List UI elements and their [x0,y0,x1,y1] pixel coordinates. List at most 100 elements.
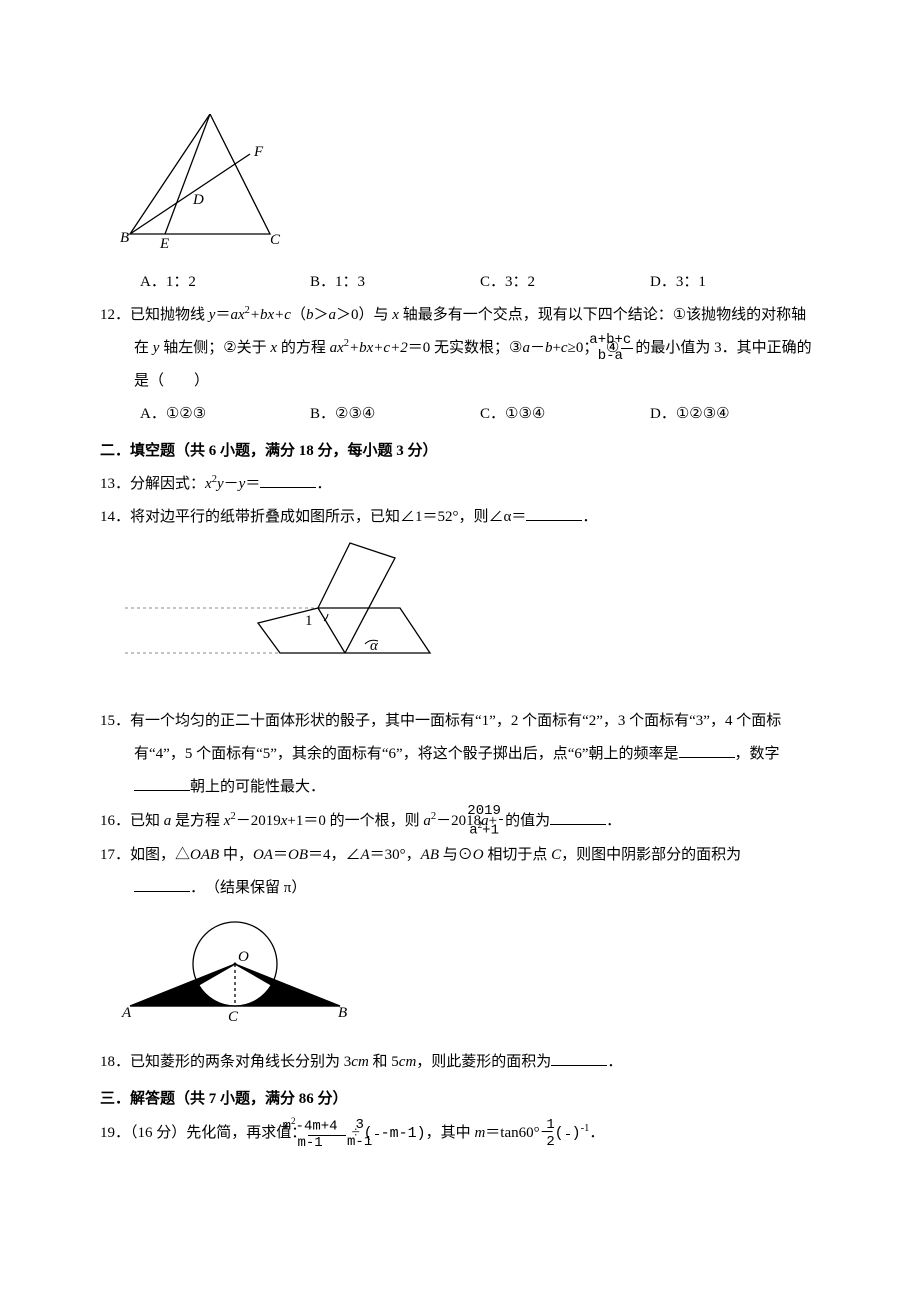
t: 与⊙ [439,847,473,863]
q14-figure: 1 α [120,538,820,701]
q11-options: A．1：2 B．1：3 C．3：2 D．3：1 [140,266,820,299]
opt-text: 1：2 [166,274,196,290]
svg-text:1: 1 [305,613,313,629]
fn: a+b+c [621,333,633,349]
t: ＝4，∠ [308,847,361,863]
q11-figure: A B E C D F [120,114,820,262]
f3: 12 [566,1118,570,1150]
oa: OA [253,847,273,863]
p: ． [316,476,331,492]
p: + [552,340,560,356]
m: m [283,1119,291,1135]
t: 将对边平行的纸带折叠成如图所示，已知∠1＝52°，则∠α＝ [130,509,526,525]
blank [551,1048,607,1066]
q12-opt-b: B．②③④ [310,398,480,431]
t: 是方程 [171,813,224,829]
blank [260,470,316,488]
section-2-title: 二．填空题（共 6 小题，满分 18 分，每小题 3 分） [100,435,820,468]
p: ． [589,1126,604,1142]
a: a [469,823,477,839]
opt-label: A． [140,274,166,290]
svg-text:A: A [207,114,218,116]
t: 轴最多有一个交点，现有以下四个结论： [399,307,673,323]
gt0: ＞0 [336,307,359,323]
q11-opt-a: A．1：2 [140,266,310,299]
r: +1 [482,823,499,839]
fn: 1 [566,1118,570,1134]
t: ＝0 无实数根； [408,340,509,356]
opt-text: ①③④ [505,406,545,422]
gt: ＞ [313,307,328,323]
fn: 2019 [499,804,503,820]
ge: ≥0； [568,340,591,356]
t: 的值为 [505,813,550,829]
t: +1＝0 的一个根，则 [287,813,423,829]
t: 已知菱形的两条对角线长分别为 3 [130,1054,351,1070]
opt-label: C． [480,406,505,422]
q12-opt-a: A．①②③ [140,398,310,431]
c3: ③ [509,340,522,356]
t: 关于 [237,340,271,356]
ax: ax [230,307,244,323]
c: c [561,340,568,356]
bxc: +bx+c [250,307,291,323]
fd: m-1 [375,1135,379,1150]
ab: AB [421,847,439,863]
t: ＝30°， [370,847,421,863]
pts: （16 分）先化简，再求值： [130,1126,306,1142]
t: 轴左侧； [159,340,223,356]
t: ，则图中阴影部分的面积为 [561,847,741,863]
pc: ) [572,1126,581,1143]
y: y [217,476,224,492]
blank [134,773,190,791]
bxc2: +bx+c+2 [349,340,408,356]
q19: 19．（16 分）先化简，再求值：m2-4m+4m-1 ÷ (3m-1-m-1)… [100,1116,820,1151]
opt-label: C． [480,274,505,290]
num: 17． [100,847,130,863]
t: 的方程 [277,340,330,356]
opt-text: 3：2 [505,274,535,290]
opt-label: D． [650,274,676,290]
frac: a+b+cb-a [621,333,633,365]
t: 朝上的可能性最大． [190,779,325,795]
q18: 18．已知菱形的两条对角线长分别为 3cm 和 5cm，则此菱形的面积为． [100,1046,820,1079]
fd: a2+1 [499,820,503,839]
section-3-title: 三．解答题（共 7 小题，满分 86 分） [100,1083,820,1116]
opt-label: A． [140,406,166,422]
po: （ [291,307,306,323]
cm: cm [351,1054,369,1070]
svg-text:C: C [228,1009,239,1025]
q11-opt-c: C．3：2 [480,266,650,299]
oab: OAB [190,847,219,863]
svg-text:O: O [238,949,249,965]
fd: 2 [566,1135,570,1150]
num: 16． [100,813,130,829]
t: ，数字 [735,746,780,762]
svg-text:E: E [159,236,169,249]
x: x [205,476,212,492]
opt-text: ①②③④ [676,406,730,422]
eq: ＝ [273,847,288,863]
opt-text: 1：3 [335,274,365,290]
blank [134,874,190,892]
q12-opt-d: D．①②③④ [650,398,820,431]
a: a [423,813,431,829]
f1: m2-4m+4m-1 [308,1116,346,1151]
q11-opt-b: B．1：3 [310,266,480,299]
r: -4m+4 [296,1119,338,1135]
t: 如图，△ [130,847,190,863]
blank [550,807,606,825]
svg-text:B: B [120,230,129,246]
m: － [530,340,545,356]
f2: 3m-1 [375,1118,379,1150]
opt-label: D． [650,406,676,422]
q17-figure: A B O C [120,909,820,1042]
blank [679,740,735,758]
fd: b-a [621,349,633,364]
a: a [328,307,336,323]
q12-options: A．①②③ B．②③④ C．①③④ D．①②③④ [140,398,820,431]
t: 已知 [130,813,164,829]
num: 18． [100,1054,130,1070]
a: A [361,847,370,863]
x: x [392,307,399,323]
